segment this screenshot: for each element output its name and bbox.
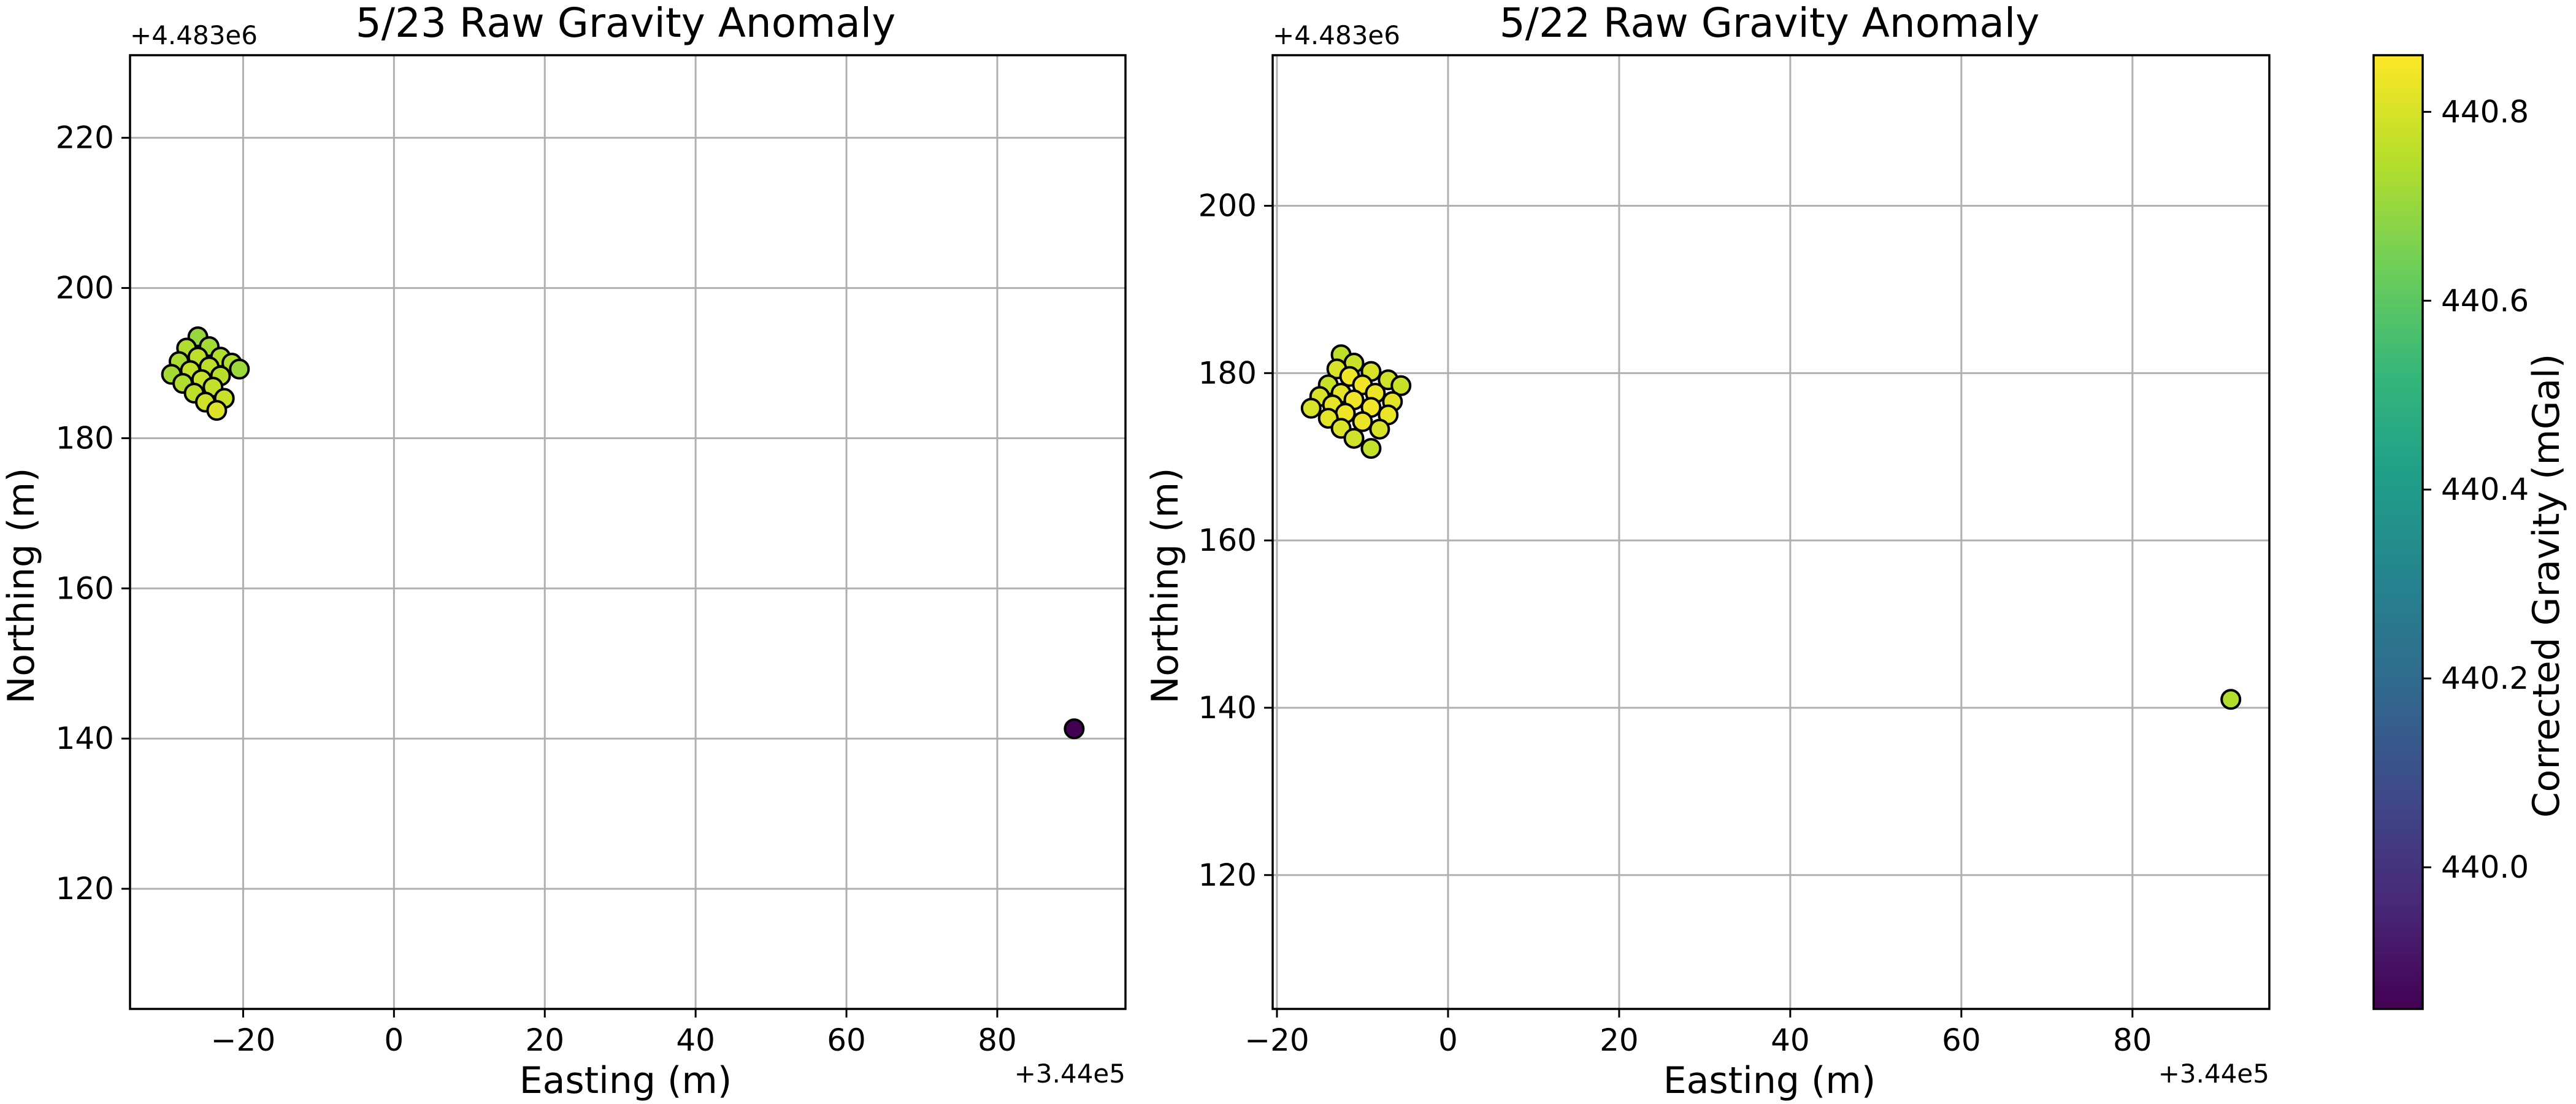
x-offset-label: +3.44e5 [2158, 1059, 2269, 1089]
grid [130, 55, 1125, 1009]
y-tick-label: 140 [56, 721, 114, 756]
data-point [2220, 689, 2242, 710]
data-point [1343, 427, 1365, 449]
x-tick-label: −20 [1244, 1022, 1309, 1058]
x-axis-label: Easting (m) [1663, 1059, 1876, 1102]
y-tick-label: 220 [56, 120, 114, 156]
plot-5-23: 5/23 Raw Gravity Anomaly +4.483e6 +3.44e… [0, 0, 1127, 1102]
grid [1273, 55, 2269, 1009]
plot-frame [1271, 54, 2271, 1010]
y-tick-label: 160 [1198, 523, 1257, 558]
data-point [229, 358, 250, 380]
data-point [1064, 718, 1085, 740]
y-tick-label: 120 [56, 871, 114, 907]
data-point [1390, 375, 1412, 396]
y-tick-label: 180 [1198, 355, 1257, 391]
colorbar-tick-label: 440.2 [2441, 661, 2529, 696]
x-tick-label: 0 [1438, 1022, 1458, 1058]
colorbar: Corrected Gravity (mGal) 440.0 440.2 440.4… [2372, 54, 2568, 1010]
colorbar-tick-label: 440.8 [2441, 94, 2529, 129]
x-tick-label: −20 [211, 1022, 276, 1058]
x-axis-label: Easting (m) [519, 1059, 732, 1102]
y-tick-label: 140 [1198, 690, 1257, 726]
x-tick-label: 40 [1771, 1022, 1810, 1058]
y-axis-label: Northing (m) [1144, 468, 1187, 704]
y-tick-label: 180 [56, 420, 114, 456]
y-tick-label: 120 [1198, 857, 1257, 893]
plot-frame [129, 54, 1127, 1010]
y-tick-label: 160 [56, 570, 114, 606]
colorbar-tick-label: 440.6 [2441, 283, 2529, 318]
y-offset-label: +4.483e6 [1273, 20, 1400, 50]
plot-title: 5/23 Raw Gravity Anomaly [356, 0, 896, 47]
plot-title: 5/22 Raw Gravity Anomaly [1500, 0, 2040, 47]
y-tick-label: 200 [56, 270, 114, 306]
data-point [1300, 397, 1322, 419]
x-tick-label: 20 [1600, 1022, 1639, 1058]
x-tick-label: 80 [2113, 1022, 2152, 1058]
x-tick-label: 20 [525, 1022, 564, 1058]
x-tick-label: 0 [384, 1022, 404, 1058]
x-offset-label: +3.44e5 [1014, 1059, 1125, 1089]
colorbar-tick-label: 440.0 [2441, 849, 2529, 885]
colorbar-tick-label: 440.4 [2441, 472, 2529, 507]
plot-5-22: 5/22 Raw Gravity Anomaly +4.483e6 +3.44e… [1144, 0, 2271, 1102]
colorbar-frame [2372, 54, 2424, 1010]
x-tick-label: 80 [978, 1022, 1017, 1058]
data-point [1352, 411, 1373, 432]
colorbar-gradient [2374, 55, 2423, 1009]
data-point [206, 400, 228, 421]
y-offset-label: +4.483e6 [130, 20, 258, 50]
x-tick-label: 40 [676, 1022, 715, 1058]
x-tick-label: 60 [1942, 1022, 1981, 1058]
colorbar-label: Corrected Gravity (mGal) [2525, 354, 2568, 818]
x-tick-label: 60 [827, 1022, 866, 1058]
y-axis-label: Northing (m) [0, 468, 43, 704]
data-point [1369, 418, 1390, 440]
y-tick-label: 200 [1198, 188, 1257, 224]
data-point [1360, 438, 1382, 459]
